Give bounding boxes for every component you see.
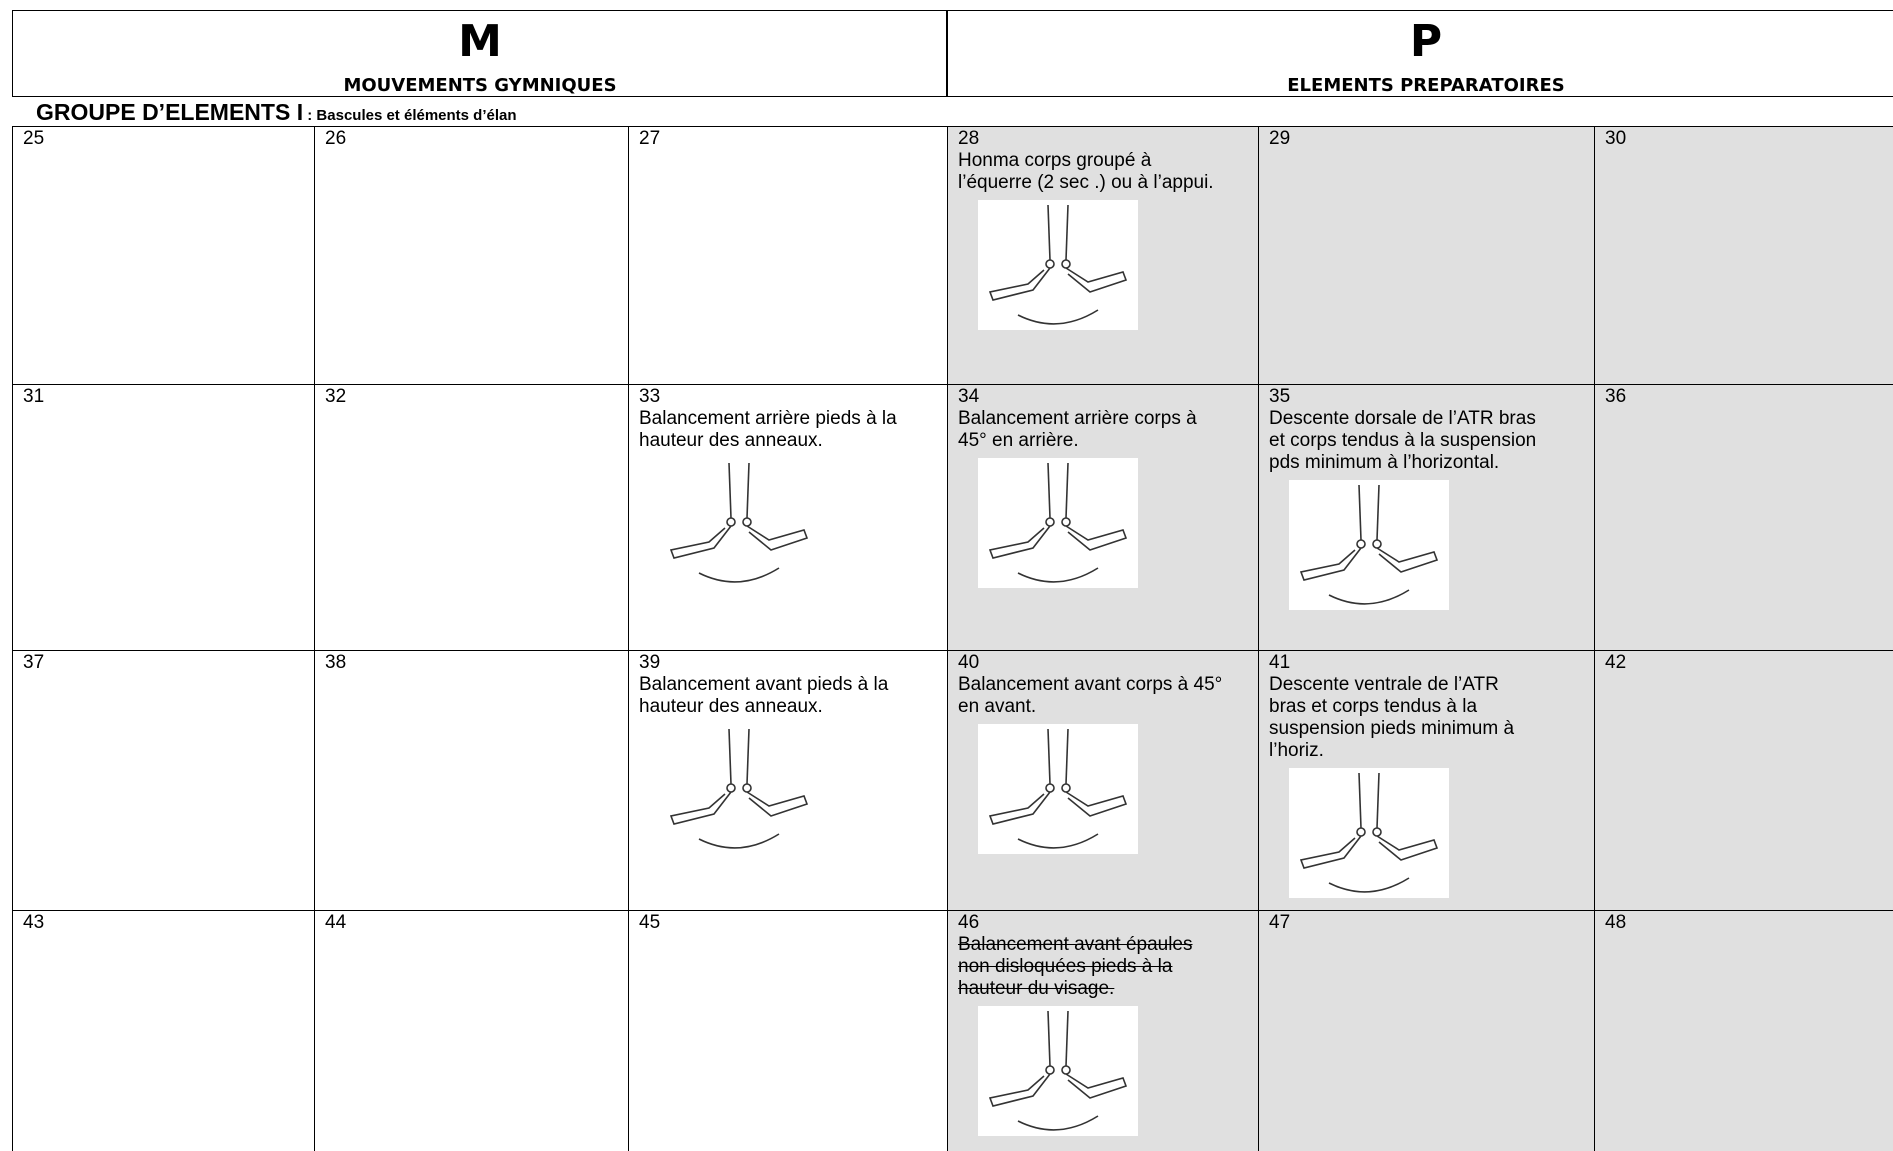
header-left: M MOUVEMENTS GYMNIQUES [12,10,948,97]
cell: 34 Balancement arrière corps à 45° en arr… [947,384,1259,651]
cell-text: Balancement arrière corps à 45° en arriè… [958,408,1197,451]
sketch [1299,772,1439,893]
cell-text: Descente ventrale de l’ATR bras et corps… [1269,674,1515,761]
cell-number: 41 [1269,652,1291,673]
table: 25 26 27 28 Honma corps groupé à l’équerre (… [12,126,1893,1151]
cell: 46 Balancement avant épaules non disloqué… [947,910,1259,1151]
cell-number: 33 [639,386,661,407]
cell-text: Descente dorsale de l’ATR bras et corps … [1269,408,1537,473]
cell-number: 36 [1605,386,1627,407]
cell-number: 29 [1269,128,1291,149]
illustration [978,200,1138,330]
cell-number: 38 [325,652,347,673]
header-letter: M [458,16,502,67]
cell-number: 32 [325,386,347,407]
illustration [978,1006,1138,1136]
cell: 48 [1594,910,1893,1151]
header-title: MOUVEMENTS GYMNIQUES [343,75,617,96]
cell: 26 [314,126,629,385]
cell-number: 45 [639,912,661,933]
cell-number: 48 [1605,912,1627,933]
cell-number: 25 [23,128,45,149]
cell: 44 [314,910,629,1151]
cell-text: Honma corps groupé à l’équerre (2 sec .)… [958,150,1214,193]
cell: 42 [1594,650,1893,911]
sketch [988,462,1128,583]
cell: 41 Descente ventrale de l’ATR bras et cor… [1258,650,1595,911]
cell-number: 46 [958,912,980,933]
illustration [1289,768,1449,898]
sketch [1299,484,1439,605]
cell: 40 Balancement avant corps à 45° en avant… [947,650,1259,911]
cell: 47 [1258,910,1595,1151]
cell: 27 [628,126,948,385]
cell-text: Balancement avant épaules non disloquées… [958,934,1193,999]
cell: 39 Balancement avant pieds à la hauteur d… [628,650,948,911]
cell-text: Balancement avant pieds à la hauteur des… [639,674,889,717]
sketch [988,204,1128,325]
illustration [659,724,819,854]
cell-text: Balancement arrière pieds à la hauteur d… [639,408,897,451]
cell: 31 [12,384,315,651]
cell-number: 27 [639,128,661,149]
cell: 30 [1594,126,1893,385]
cell: 36 [1594,384,1893,651]
cell: 28 Honma corps groupé à l’équerre (2 sec … [947,126,1259,385]
illustration [659,458,819,588]
sketch [988,1010,1128,1131]
cell-number: 39 [639,652,661,673]
header-right: P ELEMENTS PREPARATOIRES [946,10,1893,97]
cell-number: 43 [23,912,45,933]
cell-number: 40 [958,652,980,673]
illustration [978,724,1138,854]
cell: 43 [12,910,315,1151]
cell-number: 47 [1269,912,1291,933]
sketch [669,728,809,849]
group-title: GROUPE D’ELEMENTS I [36,99,304,125]
cell-number: 44 [325,912,347,933]
cell: 25 [12,126,315,385]
group-subtitle: : Bascules et éléments d’élan [303,107,517,124]
cell-number: 37 [23,652,45,673]
cell-number: 28 [958,128,980,149]
cell: 33 Balancement arrière pieds à la hauteur… [628,384,948,651]
cell: 37 [12,650,315,911]
header-letter: P [1409,16,1443,67]
cell-number: 26 [325,128,347,149]
cell-number: 34 [958,386,980,407]
cell-text: Balancement avant corps à 45° en avant. [958,674,1223,717]
cell: 45 [628,910,948,1151]
illustration [978,458,1138,588]
cell-number: 42 [1605,652,1627,673]
cell: 35 Descente dorsale de l’ATR bras et corp… [1258,384,1595,651]
cell-number: 30 [1605,128,1627,149]
sketch [988,728,1128,849]
cell: 32 [314,384,629,651]
sketch [669,462,809,583]
cell: 29 [1258,126,1595,385]
header-title: ELEMENTS PREPARATOIRES [1287,75,1565,96]
cell: 38 [314,650,629,911]
cell-number: 31 [23,386,45,407]
group-heading: GROUPE D’ELEMENTS I : Bascules et élémen… [36,98,517,130]
illustration [1289,480,1449,610]
cell-number: 35 [1269,386,1291,407]
